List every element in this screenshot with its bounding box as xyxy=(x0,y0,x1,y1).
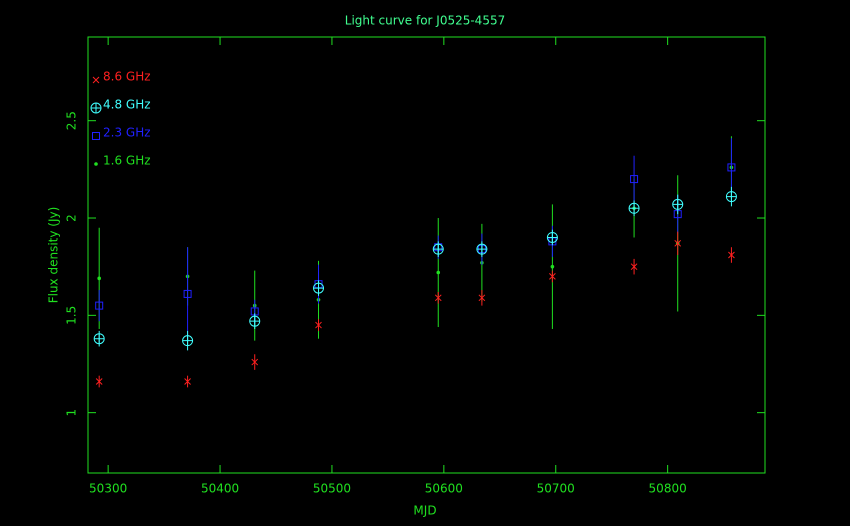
data-point xyxy=(630,175,639,184)
x-tick-label: 50600 xyxy=(425,482,463,496)
legend-marker xyxy=(94,162,98,166)
legend-label: 4.8 GHz xyxy=(103,98,151,112)
data-point xyxy=(436,270,441,275)
data-point xyxy=(183,289,192,298)
data-point xyxy=(95,301,104,310)
data-point xyxy=(93,333,105,345)
data-point xyxy=(184,378,191,385)
data-point xyxy=(315,321,322,329)
data-point xyxy=(628,202,640,214)
data-point xyxy=(97,276,101,281)
chart-title: Light curve for J0525-4557 xyxy=(345,14,505,28)
data-point xyxy=(725,191,737,203)
data-point xyxy=(672,198,684,210)
data-point xyxy=(434,294,442,302)
legend-label: 2.3 GHz xyxy=(103,126,151,140)
y-tick-label: 1.5 xyxy=(65,306,79,325)
data-point xyxy=(630,263,638,271)
y-tick-label: 2 xyxy=(65,214,79,222)
x-axis-label: MJD xyxy=(413,504,436,518)
legend-marker xyxy=(92,76,100,84)
plot-frame xyxy=(87,36,766,474)
x-tick-label: 50800 xyxy=(649,482,687,496)
data-point xyxy=(727,163,736,172)
data-point xyxy=(432,243,444,255)
x-tick-label: 50700 xyxy=(537,482,575,496)
x-tick-label: 50300 xyxy=(89,482,127,496)
data-point xyxy=(546,231,558,243)
data-point xyxy=(182,335,194,347)
y-tick-label: 1 xyxy=(65,409,79,417)
data-point xyxy=(549,273,556,280)
y-axis-label: Flux density (Jy) xyxy=(47,207,61,304)
legend-marker xyxy=(90,102,102,114)
data-point xyxy=(95,378,103,385)
legend-marker xyxy=(92,132,100,140)
x-tick-label: 50400 xyxy=(201,482,239,496)
legend-label: 1.6 GHz xyxy=(103,154,151,168)
data-point xyxy=(728,251,735,259)
data-point xyxy=(313,282,325,294)
data-point xyxy=(251,358,259,366)
data-point xyxy=(478,294,486,302)
legend-label: 8.6 GHz xyxy=(103,70,151,84)
data-point xyxy=(476,243,488,255)
x-tick-label: 50500 xyxy=(313,482,351,496)
data-point xyxy=(550,264,555,269)
data-point xyxy=(674,239,682,247)
y-tick-label: 2.5 xyxy=(65,111,79,130)
data-point xyxy=(249,315,261,327)
